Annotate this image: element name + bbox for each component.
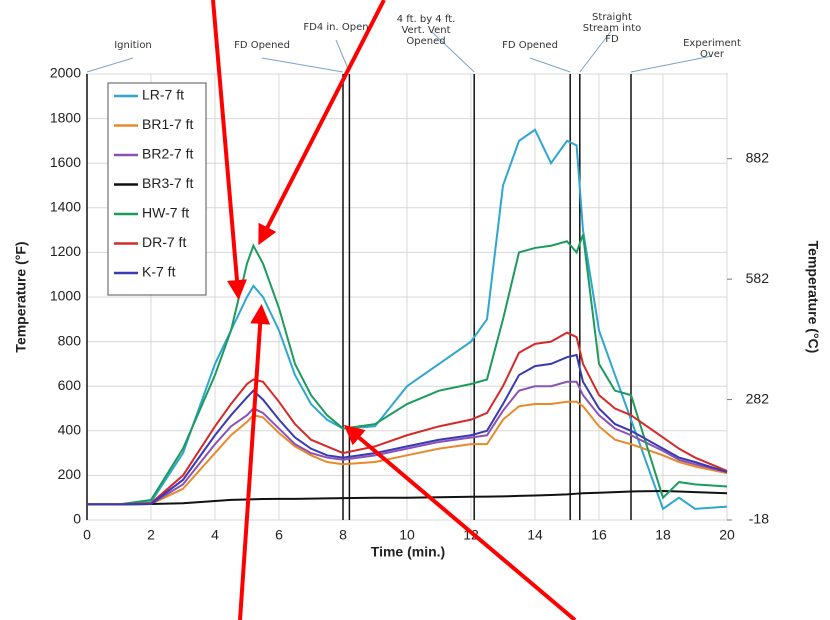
leader-line [579,29,613,73]
x-tick-label: 6 [275,527,283,543]
y-tick-label: 600 [58,377,82,393]
x-tick-label: 2 [147,527,155,543]
y-tick-label: 1200 [50,243,81,259]
leader-line [431,31,475,73]
legend-label: HW-7 ft [142,205,189,221]
y-tick-label: 1800 [50,109,81,125]
legend-items: LR-7 ft BR1-7 ft BR2-7 ft BR3-7 ft HW-7 ft DR… [114,87,193,280]
y-axis-title: Temperature (°F) [13,241,29,352]
y-tick-label: 400 [58,422,82,438]
series-line [87,490,728,506]
annotation: FD4 in. Open [303,22,369,33]
annotation: FD Opened [502,40,558,51]
legend-label: LR-7 ft [142,87,184,103]
red-arrows [211,0,577,620]
x-tick-label: 18 [655,527,671,543]
y-tick-label: 800 [58,332,82,348]
legend-label: BR2-7 ft [142,146,193,162]
y-tick-label: 2000 [50,65,81,81]
legend-label: BR1-7 ft [142,116,193,132]
y-tick-label: 1600 [50,154,81,170]
annotation: Experiment Over [683,38,741,60]
annotation: FD Opened [234,40,290,51]
series-line [87,353,728,506]
leader-line [261,57,344,73]
annotation: Ignition [114,40,152,51]
x-tick-label: 10 [399,527,415,543]
legend-label: DR-7 ft [142,234,186,250]
y2-tick-label: -18 [749,511,769,527]
y-tick-label: 1400 [50,199,81,215]
legend [107,82,207,296]
leader-line [630,55,713,73]
arrow [211,0,247,300]
legend-label: BR3-7 ft [142,175,193,191]
y-tick-label: 200 [58,466,82,482]
series-line [87,234,728,506]
y2-tick-label: 882 [746,149,770,165]
series-line [87,380,728,506]
x-tick-label: 16 [591,527,607,543]
leader-line [529,57,571,73]
leader-line [335,39,350,73]
x-tick-label: 8 [339,527,347,543]
plot: 0 200 400 600 800 1000 1200 1400 1600 1800 2000 0 2 4… [50,29,770,543]
legend-label: K-7 ft [142,264,176,280]
annotation: Straight Stream into FD [582,12,642,45]
y-tick-label: 1000 [50,288,81,304]
series-line [87,331,728,506]
y2-tick-label: 282 [746,390,770,406]
leader-line [86,57,134,73]
arrow [258,0,386,246]
y2-tick-label: 582 [746,270,770,286]
series-line [87,400,728,506]
x-axis-title: Time (min.) [371,544,445,560]
arrow [343,424,577,620]
y-tick-label: 0 [73,511,81,527]
annotation: 4 ft. by 4 ft. Vert. Vent Opened [396,14,456,47]
x-tick-label: 14 [527,527,543,543]
x-tick-label: 4 [211,527,219,543]
y2-axis-title: Temperature (°C) [805,241,821,354]
arrow [238,304,271,620]
x-tick-label: 0 [83,527,91,543]
series-line [87,128,728,511]
x-tick-label: 20 [719,527,735,543]
